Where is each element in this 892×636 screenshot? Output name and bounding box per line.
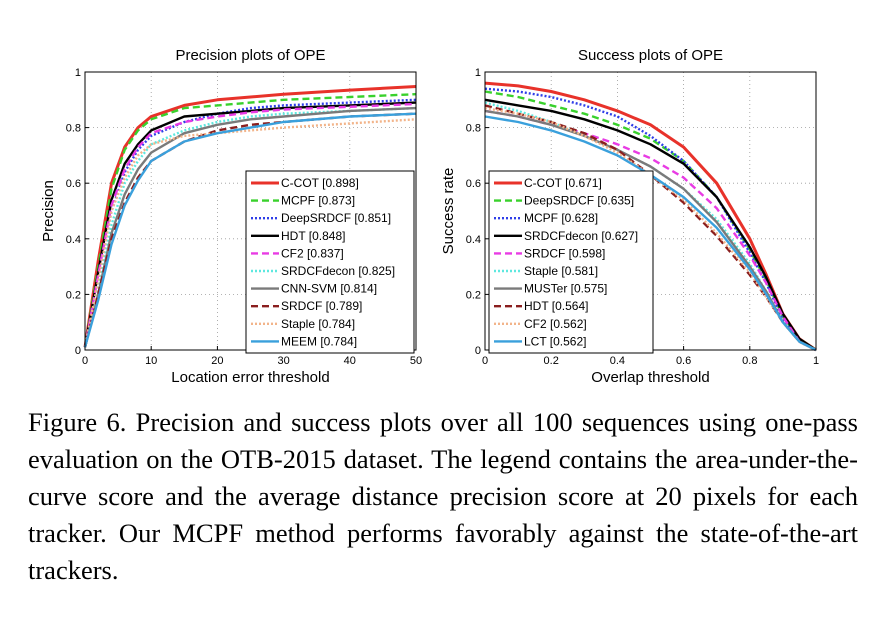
figure-caption: Figure 6. Precision and success plots ov… bbox=[28, 407, 858, 585]
y-axis-label: Success rate bbox=[440, 168, 457, 255]
series-line bbox=[83, 112, 417, 348]
x-axis-label: Overlap threshold bbox=[591, 369, 709, 386]
y-tick-label: 0.2 bbox=[466, 289, 481, 301]
series-line bbox=[83, 106, 417, 348]
series-line bbox=[83, 93, 417, 348]
legend-entry: CNN-SVM [0.814] bbox=[281, 282, 377, 296]
legend-entry: HDT [0.564] bbox=[524, 299, 588, 313]
x-axis-label: Location error threshold bbox=[171, 369, 329, 386]
chart-title: Success plots of OPE bbox=[578, 47, 723, 64]
y-tick-label: 1 bbox=[75, 67, 81, 79]
legend: C-COT [0.898] MCPF [0.873] DeepSRDCF [0.85… bbox=[245, 170, 415, 354]
legend-entry: C-COT [0.671] bbox=[524, 176, 602, 190]
series-line bbox=[83, 106, 417, 348]
x-tick-label: 40 bbox=[344, 355, 356, 367]
legend-entry: Staple [0.581] bbox=[524, 264, 598, 278]
x-tick-label: 0.4 bbox=[610, 355, 625, 367]
y-tick-label: 0.8 bbox=[66, 123, 81, 135]
legend-entry: MCPF [0.873] bbox=[281, 194, 355, 208]
y-tick-label: 0.2 bbox=[66, 289, 81, 301]
x-tick-label: 10 bbox=[145, 355, 157, 367]
x-tick-label: 0 bbox=[482, 355, 488, 367]
legend-entry: SRDCF [0.598] bbox=[524, 246, 605, 260]
legend-entry: SRDCFdecon [0.627] bbox=[524, 229, 638, 243]
chart-panel-1: 0 10 20 30 40 50 0 0.2 0.4 0.6 0.8 1 Precision plots… bbox=[40, 47, 422, 386]
legend-entry: CF2 [0.562] bbox=[524, 317, 587, 331]
legend-entry: SRDCFdecon [0.825] bbox=[281, 264, 395, 278]
series-line bbox=[484, 98, 817, 351]
figure: 0 10 20 30 40 50 0 0.2 0.4 0.6 0.8 1 Precision plots… bbox=[40, 47, 819, 386]
y-tick-label: 0.6 bbox=[466, 178, 481, 190]
series-line bbox=[484, 115, 817, 352]
y-tick-label: 0.4 bbox=[66, 234, 81, 246]
y-tick-label: 0 bbox=[75, 345, 81, 357]
legend: C-COT [0.671] DeepSRDCF [0.635] MCPF [0.62… bbox=[488, 170, 654, 354]
y-axis-label: Precision bbox=[40, 180, 57, 242]
series-line bbox=[83, 98, 417, 348]
x-tick-label: 50 bbox=[410, 355, 422, 367]
x-tick-label: 30 bbox=[277, 355, 289, 367]
series-line bbox=[83, 112, 417, 348]
legend-entry: DeepSRDCF [0.635] bbox=[524, 194, 634, 208]
legend-entry: CF2 [0.837] bbox=[281, 246, 344, 260]
y-tick-label: 0.8 bbox=[466, 123, 481, 135]
legend-entry: DeepSRDCF [0.851] bbox=[281, 211, 391, 225]
legend-entry: SRDCF [0.789] bbox=[281, 299, 362, 313]
legend-entry: LCT [0.562] bbox=[524, 334, 586, 348]
legend-entry: Staple [0.784] bbox=[281, 317, 355, 331]
x-tick-label: 0 bbox=[82, 355, 88, 367]
x-tick-label: 1 bbox=[813, 355, 819, 367]
legend-entry: HDT [0.848] bbox=[281, 229, 345, 243]
y-tick-label: 0.4 bbox=[466, 234, 481, 246]
y-tick-label: 0 bbox=[475, 345, 481, 357]
x-tick-label: 20 bbox=[211, 355, 223, 367]
x-tick-label: 0.8 bbox=[742, 355, 757, 367]
legend-entry: MCPF [0.628] bbox=[524, 211, 598, 225]
y-tick-label: 1 bbox=[475, 67, 481, 79]
chart-panel-2: 0 0.2 0.4 0.6 0.8 1 0 0.2 0.4 0.6 0.8 1 Success plot… bbox=[440, 47, 819, 386]
x-tick-label: 0.6 bbox=[676, 355, 691, 367]
y-tick-label: 0.6 bbox=[66, 178, 81, 190]
legend-entry: MUSTer [0.575] bbox=[524, 282, 607, 296]
legend-entry: MEEM [0.784] bbox=[281, 334, 357, 348]
x-tick-label: 0.2 bbox=[544, 355, 559, 367]
series-line bbox=[83, 85, 417, 348]
chart-title: Precision plots of OPE bbox=[175, 47, 325, 64]
legend-entry: C-COT [0.898] bbox=[281, 176, 359, 190]
